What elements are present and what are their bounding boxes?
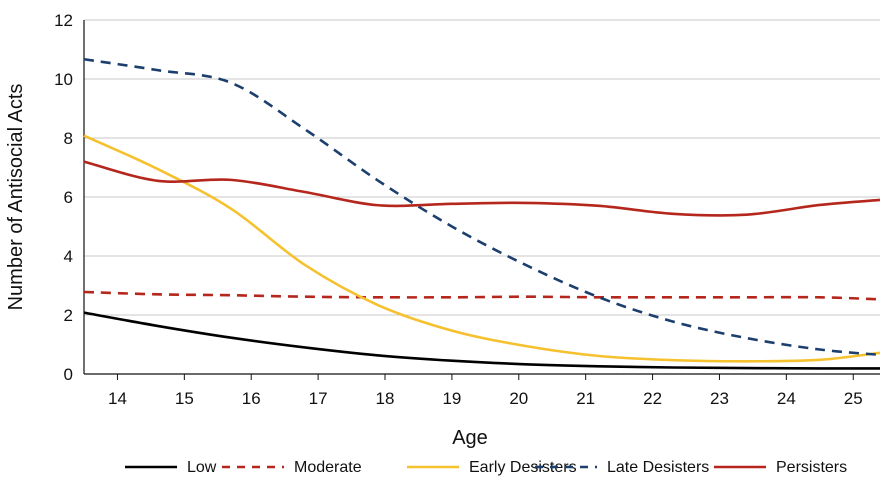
series-line-late-desisters <box>83 57 880 357</box>
axis-layer <box>83 20 880 380</box>
x-tick-label-15: 15 <box>175 389 194 408</box>
x-tick-label-25: 25 <box>844 389 863 408</box>
y-axis-title: Number of Antisocial Acts <box>5 84 27 311</box>
y-tick-label-6: 6 <box>64 188 73 207</box>
y-tick-label-0: 0 <box>64 365 73 384</box>
legend-item-low: Low <box>125 459 217 476</box>
grid-layer <box>84 19 880 316</box>
legend-item-persisters: Persisters <box>714 459 847 476</box>
y-tick-label-8: 8 <box>64 129 73 148</box>
legend: Low Moderate Early Desisters Late Desisters… <box>125 459 847 476</box>
series-line-moderate <box>83 290 880 301</box>
x-tick-label-18: 18 <box>376 389 395 408</box>
y-tick-label-2: 2 <box>64 306 73 325</box>
x-axis-title: Age <box>452 427 488 449</box>
x-tick-label-17: 17 <box>309 389 328 408</box>
x-tick-label-16: 16 <box>242 389 261 408</box>
x-tick-label-24: 24 <box>777 389 796 408</box>
y-tick-label-4: 4 <box>64 247 73 266</box>
y-tick-label-12: 12 <box>54 11 73 30</box>
legend-label-low: Low <box>187 459 217 476</box>
x-tick-label-21: 21 <box>576 389 595 408</box>
x-tick-label-23: 23 <box>710 389 729 408</box>
legend-label-early-desisters: Early Desisters <box>469 459 577 476</box>
y-tick-label-10: 10 <box>54 70 73 89</box>
legend-item-early-desisters: Early Desisters <box>407 459 577 476</box>
legend-item-moderate: Moderate <box>222 459 362 476</box>
x-tick-label-20: 20 <box>509 389 528 408</box>
x-tick-label-22: 22 <box>643 389 662 408</box>
x-tick-label-19: 19 <box>442 389 461 408</box>
x-tick-label-14: 14 <box>108 389 127 408</box>
legend-label-persisters: Persisters <box>776 459 847 476</box>
series-line-early-desisters <box>83 134 880 363</box>
series-line-persisters <box>83 160 880 217</box>
series-layer <box>83 57 880 370</box>
legend-item-late-desisters: Late Desisters <box>535 459 709 476</box>
legend-label-late-desisters: Late Desisters <box>607 459 709 476</box>
legend-label-moderate: Moderate <box>294 459 362 476</box>
series-line-low <box>83 311 880 370</box>
